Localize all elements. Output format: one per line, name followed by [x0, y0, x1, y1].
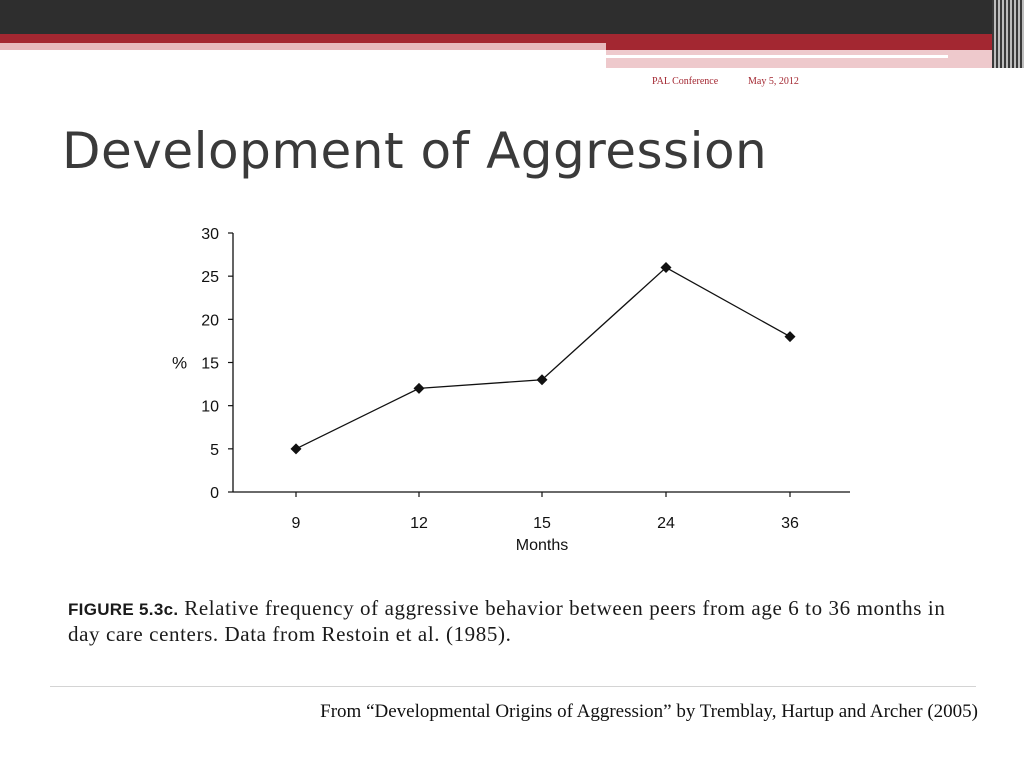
slide-date: May 5, 2012	[748, 76, 799, 87]
header-red-band-right	[606, 34, 998, 50]
source-citation: From “Developmental Origins of Aggressio…	[320, 701, 978, 722]
x-tick-label: 12	[410, 515, 428, 532]
data-point-marker	[536, 374, 548, 386]
x-tick-label: 36	[781, 515, 799, 532]
data-points	[290, 262, 796, 455]
y-axis-label: %	[172, 354, 187, 373]
data-point-marker	[784, 331, 796, 343]
header-pink-band-right	[606, 50, 998, 68]
footer-divider	[50, 686, 976, 687]
data-point-marker	[413, 382, 425, 394]
header-stripes	[992, 0, 1024, 68]
x-axis-label: Months	[516, 537, 568, 554]
y-tick-label: 30	[201, 226, 219, 243]
data-point-marker	[660, 262, 672, 274]
header-white-line	[606, 55, 948, 58]
y-tick-label: 25	[201, 269, 219, 286]
y-tick-label: 5	[210, 442, 219, 459]
data-point-marker	[290, 443, 302, 455]
slide-title: Development of Aggression	[62, 122, 768, 180]
chart-axes	[232, 233, 850, 493]
x-tick-label: 9	[292, 515, 301, 532]
x-ticks: 9 12 15 24 36	[292, 492, 799, 532]
header-red-band	[0, 34, 606, 43]
series-line	[295, 266, 791, 450]
figure-caption: FIGURE 5.3c. Relative frequency of aggre…	[68, 596, 958, 647]
conference-name: PAL Conference	[652, 76, 719, 87]
y-tick-label: 10	[201, 399, 219, 416]
header-pink-band	[0, 43, 606, 50]
y-tick-label: 20	[201, 312, 219, 329]
x-tick-label: 24	[657, 515, 675, 532]
x-tick-label: 15	[533, 515, 551, 532]
y-tick-label: 0	[210, 485, 219, 502]
y-ticks: 0 5 10 15 20 25 30	[201, 226, 233, 502]
figure-label: FIGURE 5.3c.	[68, 600, 179, 619]
figure-caption-text: Relative frequency of aggressive behavio…	[68, 596, 946, 646]
y-tick-label: 15	[201, 356, 219, 373]
header-dark-bar	[0, 0, 1024, 34]
